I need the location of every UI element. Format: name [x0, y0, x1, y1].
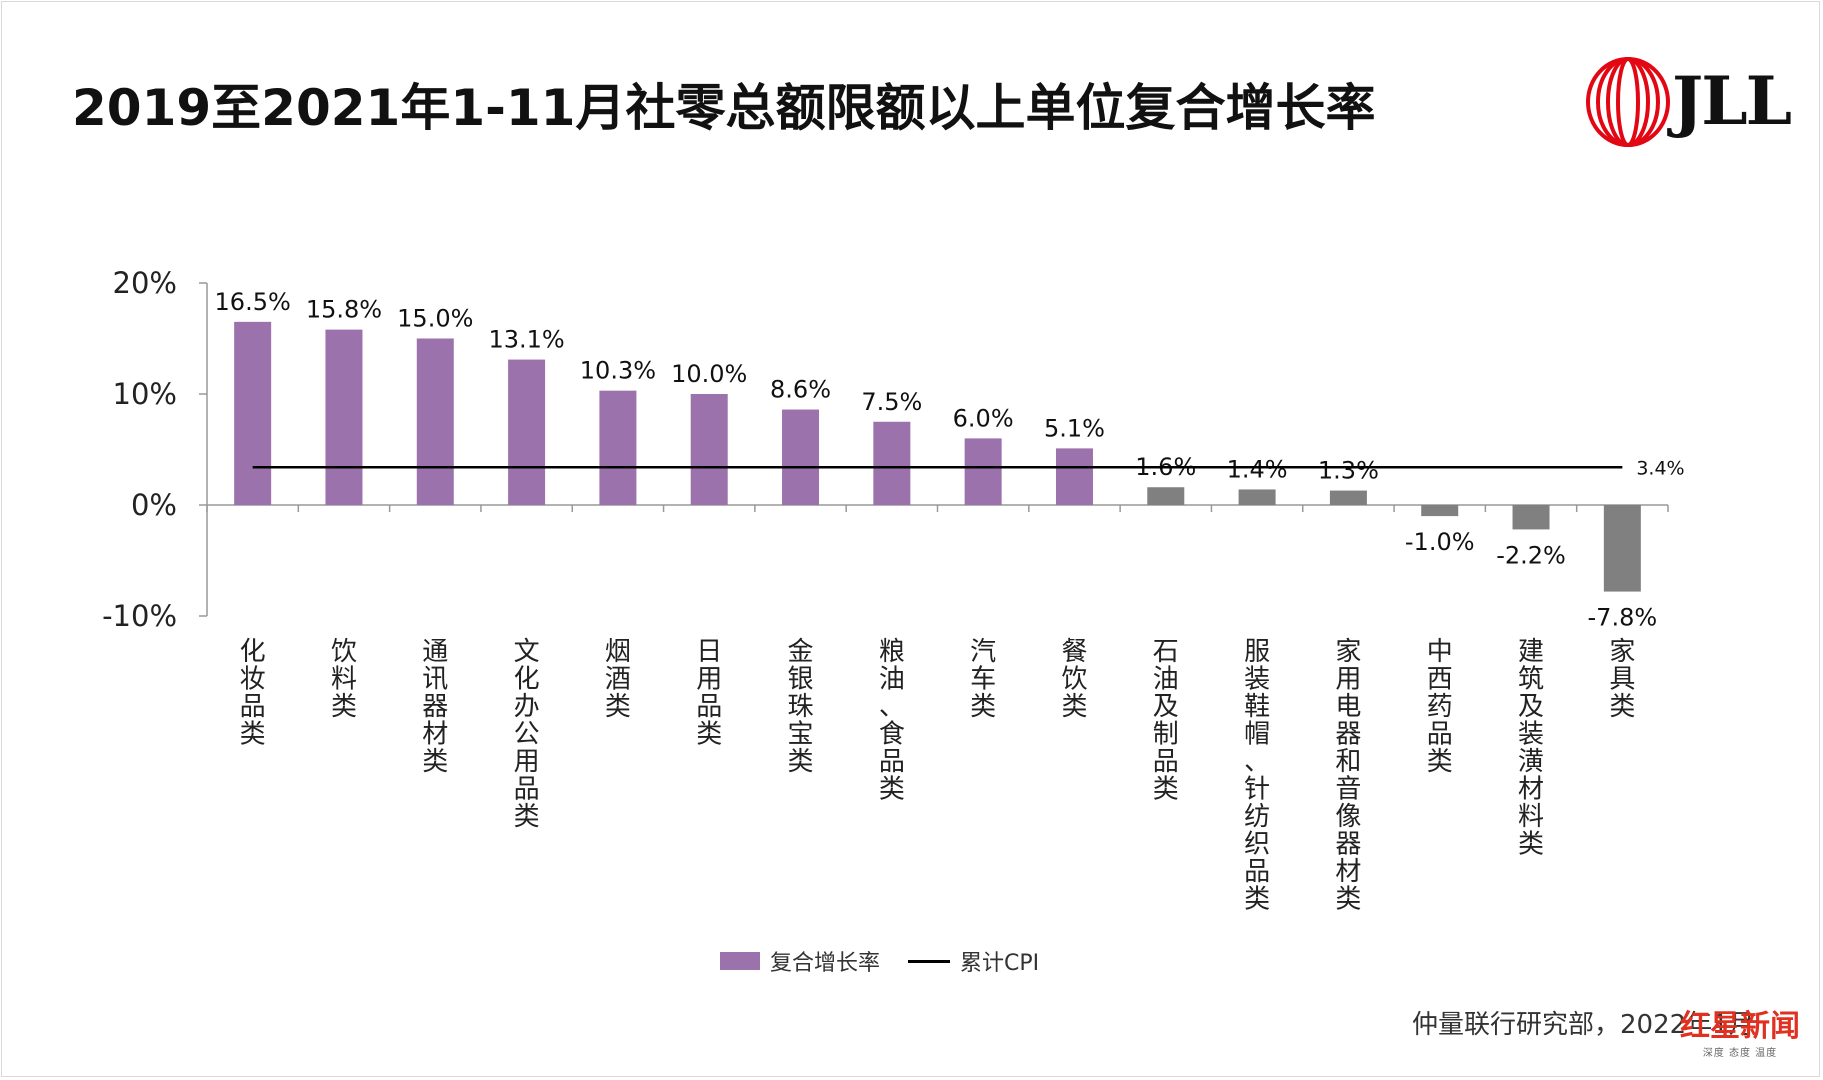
watermark: 红星新闻 深度 态度 温度 — [1680, 1009, 1800, 1060]
x-category-label: 中西药品类 — [1427, 637, 1453, 777]
bar-value-label: -1.0% — [1405, 528, 1475, 556]
bar-value-label: 10.0% — [671, 360, 747, 388]
x-category-label: 金银珠宝类 — [788, 637, 814, 777]
jll-logo-text: JLL — [1672, 62, 1792, 140]
bar-value-label: 8.6% — [770, 376, 831, 404]
bar — [964, 438, 1002, 505]
source-note: 仲量联行研究部，2022年1月 — [1412, 1010, 1755, 1040]
bar — [416, 338, 454, 505]
cpi-line-label: 3.4% — [1636, 457, 1684, 479]
bar — [1421, 505, 1459, 517]
bar — [1512, 505, 1550, 530]
legend-swatch-bar — [720, 952, 760, 970]
bar-value-label: 13.1% — [488, 326, 564, 354]
x-category-label: 服装鞋帽、针纺织品类 — [1244, 637, 1270, 915]
x-category-label: 粮油、食品类 — [879, 637, 905, 805]
x-category-label: 石油及制品类 — [1153, 637, 1179, 805]
bar — [690, 394, 728, 505]
x-category-label: 文化办公用品类 — [514, 637, 540, 832]
x-category-label: 餐饮类 — [1061, 637, 1087, 722]
bar — [1603, 505, 1641, 592]
bar-value-label: 10.3% — [580, 357, 656, 385]
x-category-label: 化妆品类 — [240, 637, 266, 750]
legend-label-line: 累计CPI — [960, 951, 1040, 976]
bar-value-label: 16.5% — [215, 288, 291, 316]
bar — [234, 321, 272, 505]
y-tick-label: 0% — [131, 488, 177, 522]
x-category-label: 烟酒类 — [605, 637, 631, 722]
x-category-label: 家具类 — [1609, 637, 1635, 722]
bar-value-label: 6.0% — [953, 404, 1014, 432]
bar — [508, 359, 546, 505]
jll-logo-icon — [1586, 57, 1670, 147]
bar-value-label: 15.0% — [397, 305, 473, 333]
legend-swatch-line — [908, 959, 951, 963]
bar-value-label: -7.8% — [1588, 604, 1658, 632]
bar — [325, 329, 363, 505]
bar — [1329, 490, 1367, 505]
bar-value-label: 7.5% — [861, 388, 922, 416]
x-category-label: 日用品类 — [696, 637, 722, 750]
legend-label-bar: 复合增长率 — [770, 951, 881, 976]
x-category-label: 汽车类 — [970, 637, 996, 722]
chart-legend: 复合增长率 累计CPI — [720, 946, 1039, 976]
bar — [1055, 448, 1093, 505]
bar-value-label: 15.8% — [306, 296, 382, 324]
bar — [873, 421, 911, 505]
y-tick-label: 20% — [113, 266, 177, 300]
bar-value-label: 5.1% — [1044, 414, 1105, 442]
bar-value-label: 1.4% — [1227, 455, 1288, 483]
bar-value-label: -2.2% — [1496, 541, 1566, 569]
bar-value-label: 1.3% — [1318, 457, 1379, 485]
y-tick-label: -10% — [102, 599, 177, 633]
watermark-sub: 深度 态度 温度 — [1702, 1048, 1778, 1059]
bar — [599, 390, 637, 505]
x-category-label: 建筑及装潢材料类 — [1518, 637, 1544, 860]
x-category-label: 通讯器材类 — [422, 637, 448, 777]
x-category-label: 饮料类 — [331, 637, 357, 722]
bar — [782, 409, 820, 505]
x-category-label: 家用电器和音像器材类 — [1335, 637, 1361, 915]
bar — [1147, 487, 1185, 505]
y-tick-label: 10% — [113, 377, 177, 411]
chart-title: 2019至2021年1-11月社零总额限额以上单位复合增长率 — [72, 79, 1376, 137]
watermark-main: 红星新闻 — [1680, 1009, 1800, 1044]
bar — [1238, 489, 1276, 505]
